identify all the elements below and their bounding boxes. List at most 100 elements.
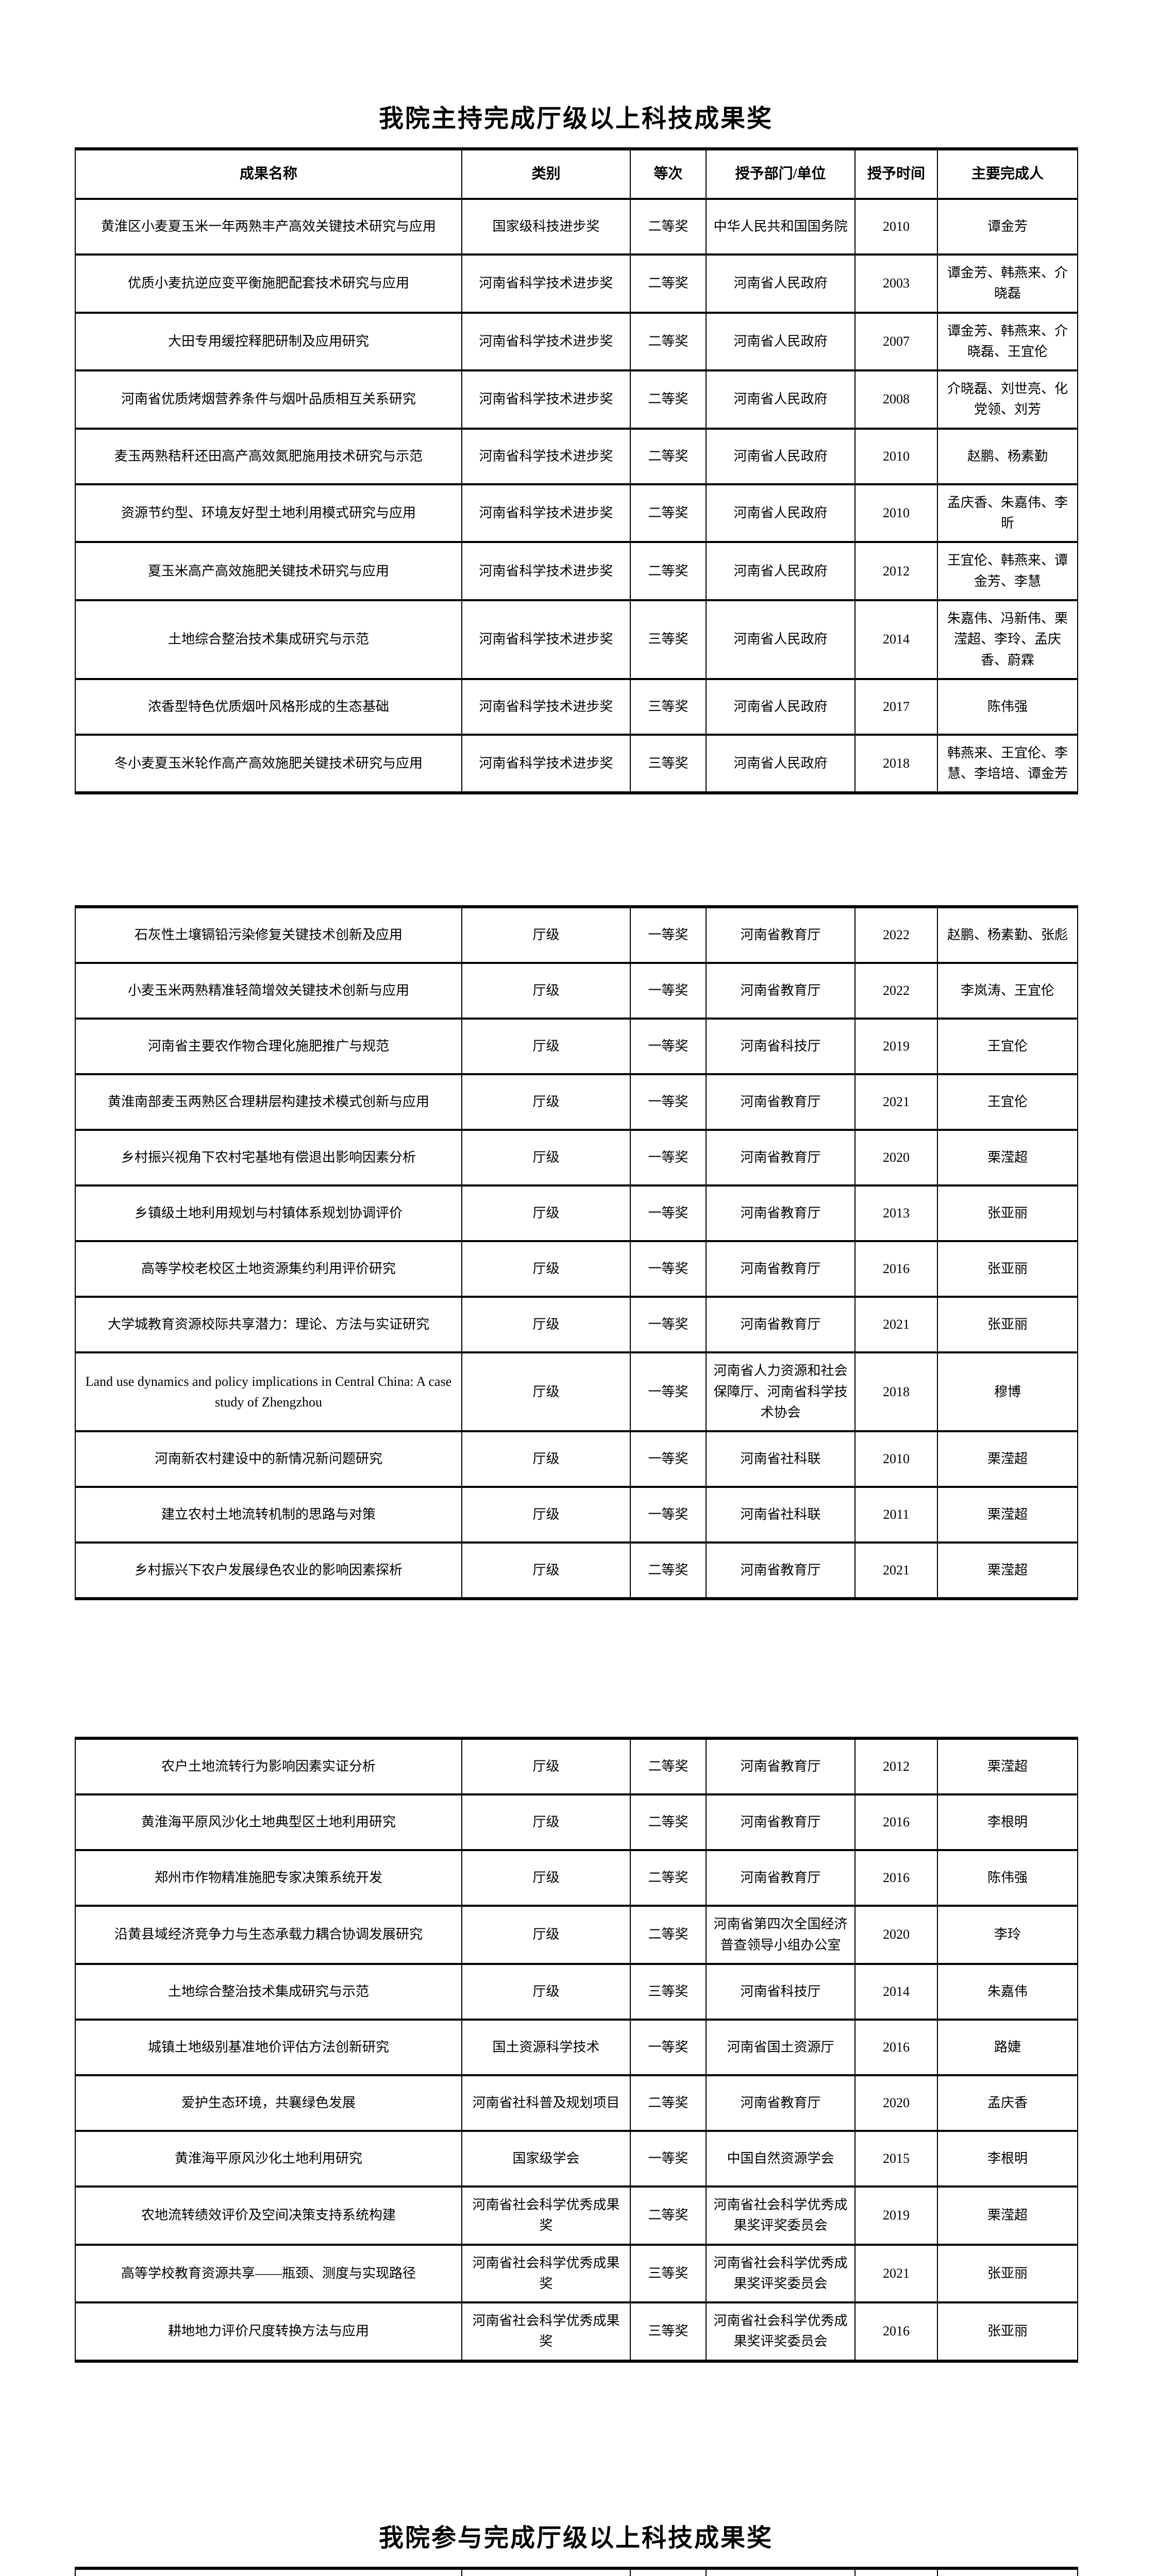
table-cell: 2013 [854,1184,938,1243]
table-row: 乡镇级土地利用规划与村镇体系规划协调评价 厅级 一等奖 河南省教育厅 2013 张亚丽 [75,1184,1078,1243]
table-cell: 夏玉米高产高效施肥关键技术研究与应用 [75,541,462,601]
table-cell: 河南省教育厅 [706,906,856,964]
table-row: 石灰性土壤镉铅污染修复关键技术创新及应用 厅级 一等奖 河南省教育厅 2022 赵鹏、杨素… [75,906,1078,964]
table-cell: 河南省科技厅 [706,1018,856,1076]
table-row: 优质小麦抗逆应变平衡施肥配套技术研究与应用 河南省科学技术进步奖 二等奖 河南省人民政… [75,253,1078,314]
table-cell: 一等奖 [630,2129,707,2188]
table-cell: 张亚丽 [937,2301,1078,2362]
table-cell: 一等奖 [630,962,707,1020]
hosted-awards-table-part-3: 农户土地流转行为影响因素实证分析 厅级 二等奖 河南省教育厅 2012 栗滢超 黄淮海平原风… [75,1737,1078,2363]
table-cell: 黄淮海平原风沙化土地典型区土地利用研究 [75,1793,462,1852]
column-header: 类别 [461,148,631,200]
table-cell: 厅级 [461,1018,631,1076]
table-cell: 黄淮区小麦夏玉米一年两熟丰产高效关键技术研究与应用 [75,198,462,256]
table-row: 黄淮海平原风沙化土地典型区土地利用研究 厅级 二等奖 河南省教育厅 2016 李根明 [75,1793,1078,1852]
table-row: 河南省主要农作物合理化施肥推广与规范 厅级 一等奖 河南省科技厅 2019 王宜伦 [75,1018,1078,1076]
table-cell: 土地综合整治技术集成研究与示范 [75,1962,462,2021]
table-cell: 河南省科学技术进步奖 [461,541,631,601]
table-cell: 王宜伦 [937,1073,1078,1131]
column-header: 等次 [630,148,707,200]
table-cell: 韩燕来、王宜伦、李慧、李培培、谭金芳 [937,733,1078,794]
table-cell: 厅级 [461,1129,631,1187]
table-cell: 浓香型特色优质烟叶风格形成的生态基础 [75,677,462,736]
header-row: 成果名称 类别 等次 授予部门/单位 授予时间 主要完成人 [75,148,1078,200]
hosted-awards-table-part-1: 成果名称 类别 等次 授予部门/单位 授予时间 主要完成人 黄淮区小麦夏玉米一年两熟丰产高效… [75,147,1078,795]
table-row: 爱护生态环境，共襄绿色发展 河南省社科普及规划项目 二等奖 河南省教育厅 2020 孟庆香 [75,2074,1078,2132]
table-cell: 河南省教育厅 [706,2074,856,2132]
table-cell: 一等奖 [630,1430,707,1488]
table-cell: 2016 [854,1240,938,1298]
table-cell: 河南省社会科学优秀成果奖评奖委员会 [706,2301,856,2362]
table-cell: 2010 [854,427,938,485]
table-row: 乡村振兴视角下农村宅基地有偿退出影响因素分析 厅级 一等奖 河南省教育厅 2020 栗滢超 [75,1129,1078,1187]
table-cell: 2010 [854,483,938,544]
table-row: 高等学校教育资源共享——瓶颈、测度与实现路径 河南省社会科学优秀成果奖 三等奖 河南省… [75,2243,1078,2304]
table-cell: 高等学校老校区土地资源集约利用评价研究 [75,1240,462,1298]
table-cell: 二等奖 [630,1793,707,1852]
table-cell: 陈伟强 [937,1849,1078,1907]
table-cell: 二等奖 [630,541,707,601]
column-header: 授予部门/单位 [706,2567,856,2576]
table-cell: 大学城教育资源校际共享潜力：理论、方法与实证研究 [75,1296,462,1354]
table-cell: 河南省教育厅 [706,1849,856,1907]
table-cell: 河南省人民政府 [706,599,856,680]
table-cell: 小麦玉米两熟精准轻简增效关键技术创新与应用 [75,962,462,1020]
table-cell: 栗滢超 [937,1430,1078,1488]
table-cell: 张亚丽 [937,1184,1078,1243]
table-cell: 三等奖 [630,677,707,736]
table-cell: 厅级 [461,1962,631,2021]
table-cell: 乡村振兴视角下农村宅基地有偿退出影响因素分析 [75,1129,462,1187]
table-cell: 厅级 [461,1793,631,1852]
table-cell: 河南省科学技术进步奖 [461,427,631,485]
table-cell: 厅级 [461,1905,631,1965]
table-row: 浓香型特色优质烟叶风格形成的生态基础 河南省科学技术进步奖 三等奖 河南省人民政府 20… [75,677,1078,736]
table-cell: 栗滢超 [937,1486,1078,1544]
table-cell: 大田专用缓控释肥研制及应用研究 [75,311,462,372]
table-cell: 2003 [854,253,938,314]
section-2-title: 我院参与完成厅级以上科技成果奖 [378,2523,773,2552]
table-cell: 2022 [854,906,938,964]
column-header: 授予时间 [854,2567,938,2576]
table-cell: 河南省社会科学优秀成果奖 [461,2243,631,2304]
table-row: 土地综合整治技术集成研究与示范 河南省科学技术进步奖 三等奖 河南省人民政府 2014 朱… [75,599,1078,680]
section-1-title: 我院主持完成厅级以上科技成果奖 [378,104,773,133]
table-cell: 河南省教育厅 [706,1073,856,1131]
table-cell: 栗滢超 [937,1129,1078,1187]
table-cell: 河南省优质烤烟营养条件与烟叶品质相互关系研究 [75,369,462,430]
table-cell: 厅级 [461,1486,631,1544]
table-cell: 朱嘉伟 [937,1962,1078,2021]
table-cell: 建立农村土地流转机制的思路与对策 [75,1486,462,1544]
table-cell: 三等奖 [630,733,707,794]
table-row: 大田专用缓控释肥研制及应用研究 河南省科学技术进步奖 二等奖 河南省人民政府 2007 谭… [75,311,1078,372]
table-cell: 黄淮海平原风沙化土地利用研究 [75,2129,462,2188]
table-cell: 孟庆香、朱嘉伟、李昕 [937,483,1078,544]
table-cell: 栗滢超 [937,2185,1078,2246]
table-cell: 张亚丽 [937,1296,1078,1354]
table-cell: 2010 [854,1430,938,1488]
table-cell: 介晓磊、刘世亮、化党领、刘芳 [937,369,1078,430]
table-cell: 河南省科学技术进步奖 [461,253,631,314]
table-cell: 三等奖 [630,1962,707,2021]
table-cell: 河南省国土资源厅 [706,2018,856,2076]
table-cell: 农户土地流转行为影响因素实证分析 [75,1737,462,1796]
table-cell: 赵鹏、杨素勤、张彪 [937,906,1078,964]
table-row: 土地综合整治技术集成研究与示范 厅级 三等奖 河南省科技厅 2014 朱嘉伟 [75,1962,1078,2021]
column-header: 授予时间 [854,148,938,200]
table-cell: 李玲 [937,1905,1078,1965]
table-cell: 一等奖 [630,1240,707,1298]
table-cell: 2011 [854,1486,938,1544]
table-row: 大学城教育资源校际共享潜力：理论、方法与实证研究 厅级 一等奖 河南省教育厅 2021 张… [75,1296,1078,1354]
table-cell: 2015 [854,2129,938,2188]
table-cell: 2022 [854,962,938,1020]
table-cell: 2020 [854,1905,938,1965]
table-row: 冬小麦夏玉米轮作高产高效施肥关键技术研究与应用 河南省科学技术进步奖 三等奖 河南省人… [75,733,1078,794]
table-cell: 2016 [854,2018,938,2076]
table-row: 河南省优质烤烟营养条件与烟叶品质相互关系研究 河南省科学技术进步奖 二等奖 河南省人民… [75,369,1078,430]
table-row: 城镇土地级别基准地价评估方法创新研究 国土资源科学技术 一等奖 河南省国土资源厅 201… [75,2018,1078,2076]
table-cell: 国家级学会 [461,2129,631,2188]
table-cell: 乡镇级土地利用规划与村镇体系规划协调评价 [75,1184,462,1243]
table-cell: 河南省人民政府 [706,483,856,544]
table-cell: Land use dynamics and policy implication… [75,1351,462,1433]
